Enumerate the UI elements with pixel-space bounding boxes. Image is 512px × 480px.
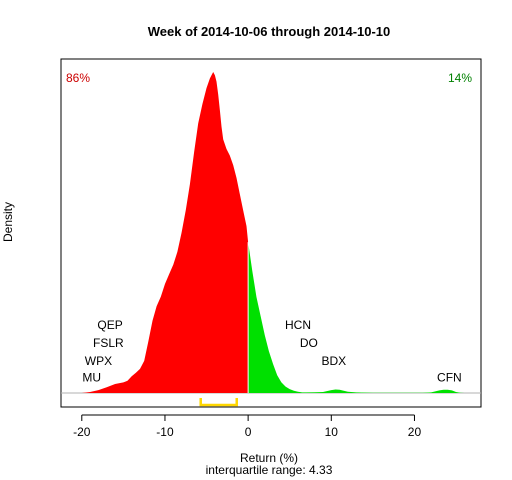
y-axis-label: Density	[1, 202, 15, 242]
positive-density-area	[248, 242, 465, 393]
negative-share-label: 86%	[66, 71, 90, 85]
ticker-label-cfn: CFN	[437, 371, 462, 385]
x-tick-label: 0	[245, 425, 252, 439]
positive-share-label: 14%	[448, 71, 472, 85]
ticker-label-qep: QEP	[97, 318, 122, 332]
chart-title: Week of 2014-10-06 through 2014-10-10	[148, 24, 391, 39]
ticker-label-wpx: WPX	[85, 354, 112, 368]
x-tick-label: -10	[156, 425, 174, 439]
plot-area	[60, 58, 482, 408]
iqr-bracket	[199, 398, 238, 407]
plot-frame	[60, 58, 482, 408]
x-tick-label: 20	[408, 425, 422, 439]
x-axis-label: Return (%)	[240, 451, 298, 465]
ticker-label-mu: MU	[82, 371, 101, 385]
x-tick-label: -20	[73, 425, 91, 439]
ticker-label-hcn: HCN	[285, 318, 311, 332]
x-axis: -20 -10 0 10 20	[73, 414, 422, 439]
iqr-subtitle: interquartile range: 4.33	[206, 463, 333, 477]
ticker-label-bdx: BDX	[321, 354, 346, 368]
negative-density-area	[81, 72, 249, 393]
x-tick-label: 10	[325, 425, 339, 439]
ticker-label-do: DO	[300, 336, 318, 350]
ticker-label-fslr: FSLR	[93, 336, 124, 350]
